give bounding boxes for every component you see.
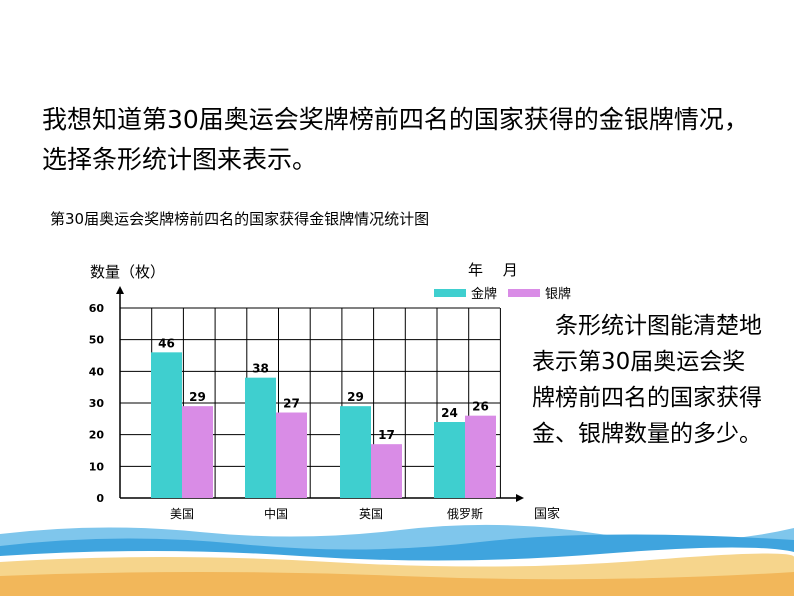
x-tick-label: 美国 <box>170 507 194 521</box>
bar-value-label: 46 <box>158 336 175 350</box>
bars: 46 29 38 27 29 17 24 26 <box>151 336 496 498</box>
legend: 金牌 银牌 <box>434 286 571 302</box>
bar-value-label: 38 <box>252 362 269 376</box>
x-axis-label: 国家 <box>534 506 560 522</box>
bar <box>182 406 213 498</box>
bar <box>245 377 276 498</box>
x-tick-label: 中国 <box>264 506 288 521</box>
y-tick-label: 40 <box>89 365 105 378</box>
legend-label: 金牌 <box>471 286 497 302</box>
bar <box>276 412 307 498</box>
bar-value-label: 24 <box>441 406 458 420</box>
y-tick-label: 30 <box>89 397 105 410</box>
bar-value-label: 17 <box>378 428 395 442</box>
legend-swatch <box>508 289 540 297</box>
bar-value-label: 29 <box>347 390 364 404</box>
bar <box>340 406 371 498</box>
intro-text: 我想知道第30届奥运会奖牌榜前四名的国家获得的金银牌情况，选择条形统计图来表示。 <box>42 105 749 174</box>
y-tick-label: 60 <box>89 302 105 315</box>
y-axis-label: 数量（枚） <box>90 263 165 281</box>
y-tick-label: 20 <box>89 429 105 442</box>
chart-title: 第30届奥运会奖牌榜前四名的国家获得金银牌情况统计图 <box>50 210 430 228</box>
bar <box>465 415 496 498</box>
x-tick-label: 英国 <box>359 507 383 521</box>
bar-value-label: 29 <box>189 390 206 404</box>
x-tick-label: 俄罗斯 <box>447 507 483 521</box>
beach-decoration <box>0 524 794 596</box>
y-tick-label: 10 <box>89 460 105 473</box>
legend-swatch <box>434 289 466 297</box>
legend-label: 银牌 <box>545 286 571 302</box>
y-tick-label: 50 <box>89 334 105 347</box>
bar <box>434 422 465 498</box>
date-label: 年 月 <box>468 261 518 279</box>
bar <box>151 352 182 498</box>
y-axis-arrow <box>116 286 124 294</box>
y-ticks: 0 10 20 30 40 50 60 <box>89 302 105 505</box>
bar-value-label: 26 <box>472 400 489 414</box>
note-text: 条形统计图能清楚地表示第30届奥运会奖牌榜前四名的国家获得金、银牌数量的多少。 <box>532 313 762 447</box>
bar-value-label: 27 <box>283 397 300 411</box>
y-tick-label: 0 <box>96 492 104 505</box>
bar <box>371 444 402 498</box>
x-axis-arrow <box>516 494 524 502</box>
x-ticks: 美国 中国 英国 俄罗斯 <box>170 506 483 521</box>
